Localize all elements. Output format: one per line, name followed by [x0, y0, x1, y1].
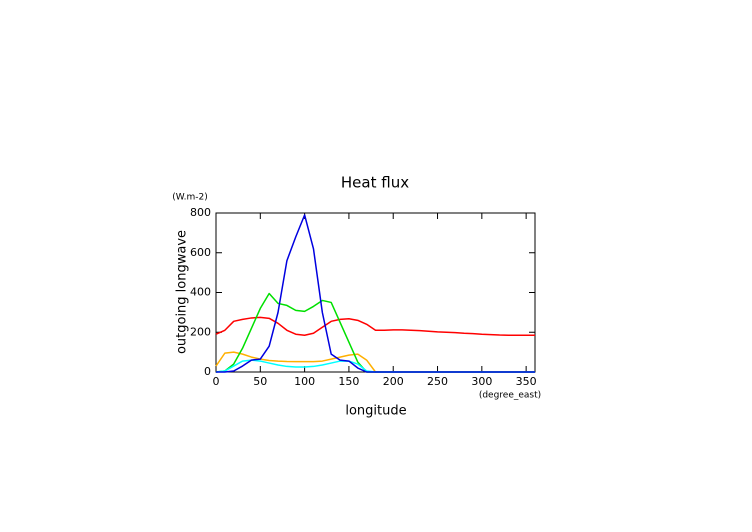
x-tick-label: 0	[213, 375, 220, 388]
y-tick-label: 0	[204, 365, 211, 378]
y-units: (W.m-2)	[172, 193, 208, 203]
x-tick-label: 100	[294, 375, 315, 388]
y-tick-label: 600	[190, 246, 211, 259]
y-tick-label: 800	[190, 206, 211, 219]
plot-frame	[215, 212, 536, 373]
series-line	[215, 316, 535, 336]
x-tick-label: 250	[427, 375, 448, 388]
x-axis-title: longitude	[345, 404, 406, 419]
x-tick-label: 200	[383, 375, 404, 388]
x-units: (degree_east)	[479, 391, 541, 401]
y-tick-label: 400	[190, 286, 211, 299]
series-line	[216, 214, 535, 373]
y-axis-title: outgoing longwave	[175, 230, 190, 354]
chart-title: Heat flux	[341, 174, 409, 192]
x-tick-label: 350	[516, 375, 537, 388]
x-tick-label: 300	[471, 375, 492, 388]
y-tick-label: 200	[190, 325, 211, 338]
x-tick-label: 50	[253, 375, 267, 388]
series-line	[215, 359, 535, 373]
x-tick-label: 150	[338, 375, 359, 388]
